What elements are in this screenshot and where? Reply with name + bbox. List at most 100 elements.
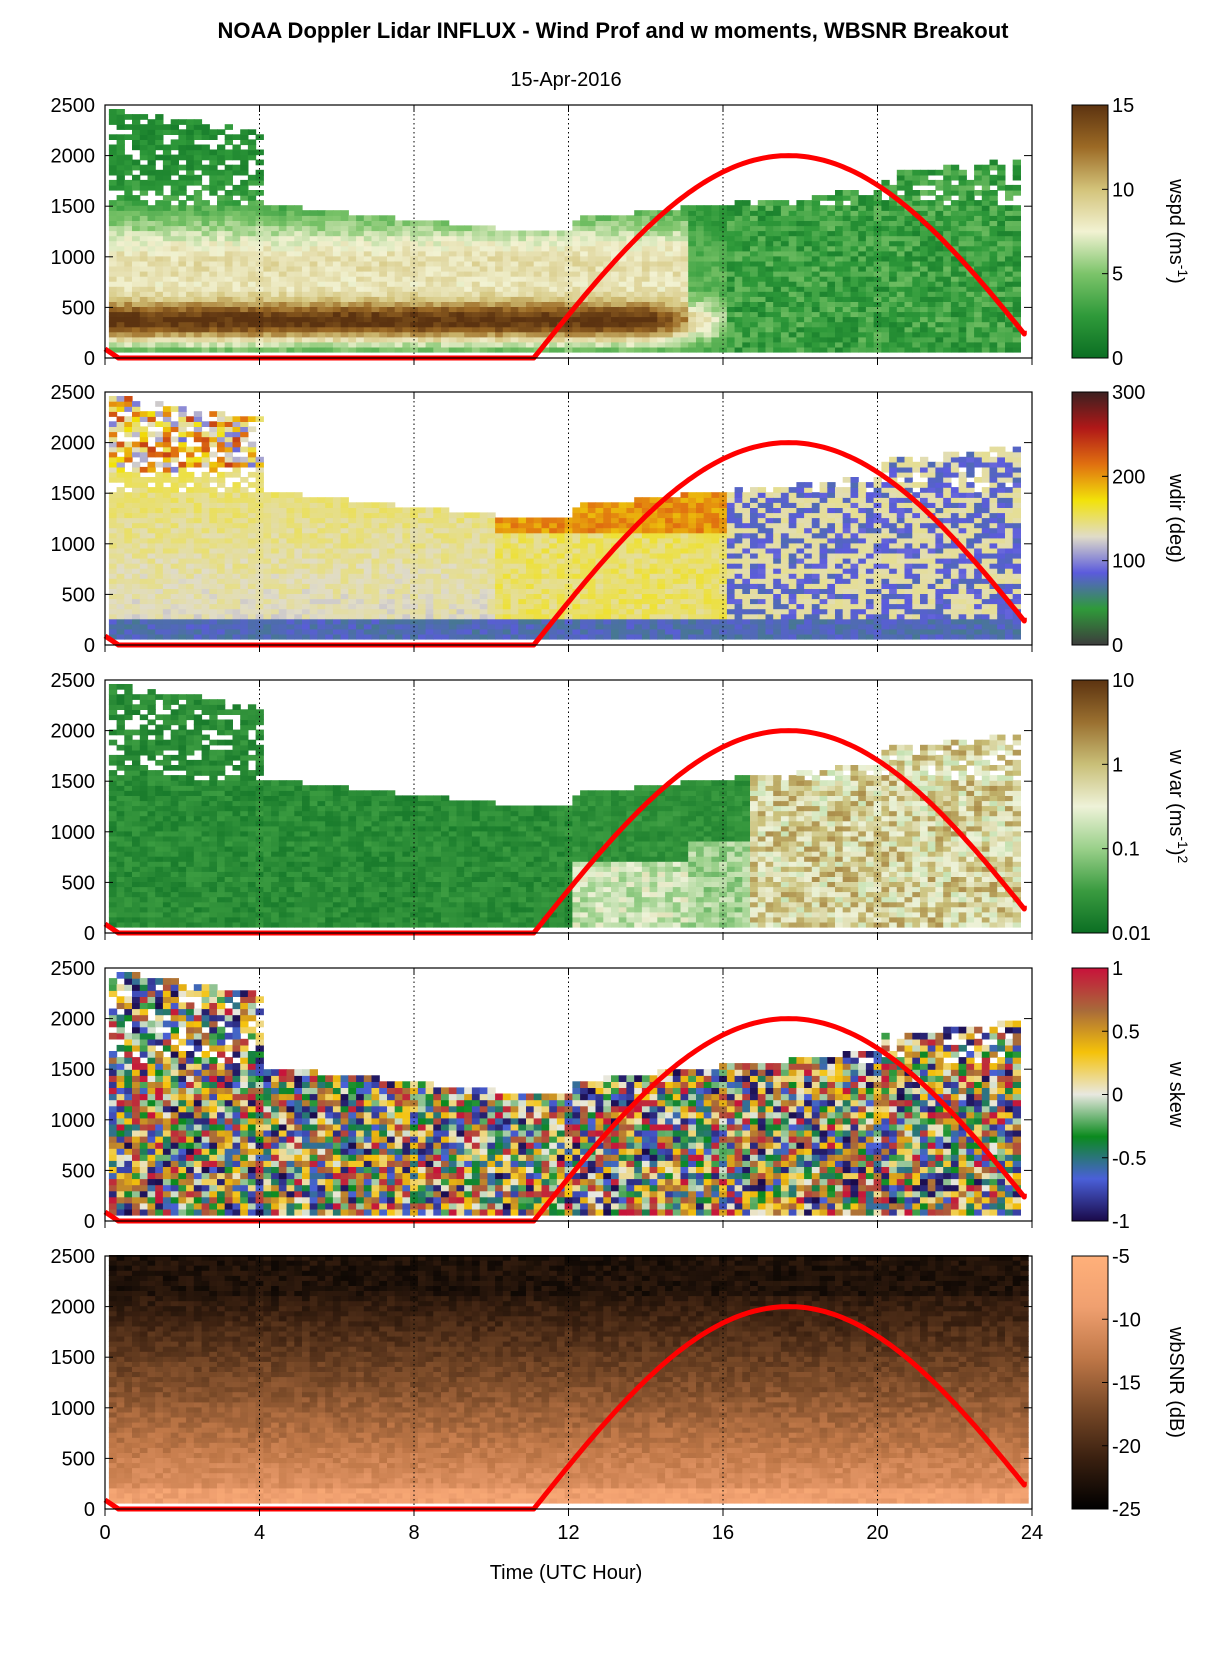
heatmap-cell xyxy=(140,629,148,635)
heatmap-cell xyxy=(379,271,387,277)
heatmap-cell xyxy=(974,205,982,211)
heatmap-cell xyxy=(889,291,897,297)
heatmap-cell xyxy=(372,634,380,640)
heatmap-cell xyxy=(518,327,526,333)
heatmap-cell xyxy=(248,553,256,559)
heatmap-cell xyxy=(117,573,125,579)
heatmap-cell xyxy=(619,241,627,247)
heatmap-cell xyxy=(881,266,889,272)
heatmap-cell xyxy=(155,296,163,302)
heatmap-cell xyxy=(866,322,874,328)
heatmap-cell xyxy=(240,317,248,323)
heatmap-cell xyxy=(132,231,140,237)
heatmap-cell xyxy=(464,332,472,338)
heatmap-cell xyxy=(117,114,125,120)
heatmap-cell xyxy=(163,266,171,272)
heatmap-cell xyxy=(325,619,333,625)
heatmap-cell xyxy=(287,276,295,282)
heatmap-cell xyxy=(959,291,967,297)
panel-wspd: 05001000150020002500 151050wspd (ms-1) xyxy=(51,95,1192,370)
heatmap-cell xyxy=(626,225,634,231)
heatmap-cell xyxy=(217,347,225,353)
heatmap-cell xyxy=(202,301,210,307)
heatmap-cell xyxy=(287,256,295,262)
heatmap-cell xyxy=(766,261,774,267)
heatmap-cell xyxy=(171,266,179,272)
heatmap-cell xyxy=(588,327,596,333)
heatmap-cell xyxy=(325,497,333,503)
heatmap-cell xyxy=(317,528,325,534)
heatmap-cell xyxy=(619,311,627,317)
heatmap-cell xyxy=(317,256,325,262)
heatmap-cell xyxy=(773,200,781,206)
heatmap-cell xyxy=(225,609,233,615)
heatmap-cell xyxy=(271,210,279,216)
heatmap-cell xyxy=(148,492,156,498)
heatmap-cell xyxy=(820,337,828,343)
heatmap-cell xyxy=(310,619,318,625)
heatmap-cell xyxy=(148,629,156,635)
heatmap-cell xyxy=(542,266,550,272)
heatmap-cell xyxy=(1005,205,1013,211)
heatmap-cell xyxy=(827,301,835,307)
heatmap-cell xyxy=(348,301,356,307)
heatmap-cell xyxy=(379,543,387,549)
heatmap-cell xyxy=(148,215,156,221)
heatmap-cell xyxy=(650,337,658,343)
heatmap-cell xyxy=(163,518,171,524)
heatmap-cell xyxy=(603,322,611,328)
heatmap-cell xyxy=(148,124,156,130)
heatmap-cell xyxy=(310,558,318,564)
heatmap-cell xyxy=(186,457,194,463)
heatmap-cell xyxy=(557,246,565,252)
heatmap-cell xyxy=(348,342,356,348)
heatmap-cell xyxy=(611,317,619,323)
heatmap-cell xyxy=(109,533,117,539)
heatmap-cell xyxy=(796,332,804,338)
heatmap-cell xyxy=(325,634,333,640)
heatmap-cell xyxy=(696,281,704,287)
heatmap-cell xyxy=(178,129,186,135)
heatmap-cell xyxy=(155,200,163,206)
heatmap-cell xyxy=(209,225,217,231)
heatmap-cell xyxy=(858,347,866,353)
heatmap-cell xyxy=(186,568,194,574)
heatmap-cell xyxy=(263,533,271,539)
heatmap-cell xyxy=(333,609,341,615)
heatmap-cell xyxy=(271,538,279,544)
heatmap-cell xyxy=(171,593,179,599)
heatmap-cell xyxy=(379,296,387,302)
heatmap-cell xyxy=(186,271,194,277)
heatmap-cell xyxy=(140,619,148,625)
heatmap-cell xyxy=(480,332,488,338)
heatmap-cell xyxy=(225,619,233,625)
heatmap-cell xyxy=(982,296,990,302)
heatmap-cell xyxy=(372,241,380,247)
heatmap-cell xyxy=(804,332,812,338)
heatmap-cell xyxy=(395,266,403,272)
heatmap-cell xyxy=(557,291,565,297)
heatmap-cell xyxy=(356,553,364,559)
heatmap-cell xyxy=(1013,170,1021,176)
heatmap-cell xyxy=(758,266,766,272)
heatmap-cell xyxy=(511,276,519,282)
heatmap-cell xyxy=(843,220,851,226)
heatmap-cell xyxy=(727,266,735,272)
heatmap-cell xyxy=(186,225,194,231)
heatmap-cell xyxy=(704,327,712,333)
heatmap-cell xyxy=(171,256,179,262)
heatmap-cell xyxy=(287,538,295,544)
heatmap-cell xyxy=(148,619,156,625)
heatmap-cell xyxy=(163,241,171,247)
heatmap-cell xyxy=(433,301,441,307)
heatmap-cell xyxy=(727,236,735,242)
heatmap-cell xyxy=(580,317,588,323)
heatmap-cell xyxy=(372,256,380,262)
heatmap-cell xyxy=(325,246,333,252)
heatmap-cell xyxy=(681,220,689,226)
heatmap-cell xyxy=(603,306,611,312)
heatmap-cell xyxy=(117,401,125,407)
heatmap-cell xyxy=(240,477,248,483)
heatmap-cell xyxy=(233,317,241,323)
